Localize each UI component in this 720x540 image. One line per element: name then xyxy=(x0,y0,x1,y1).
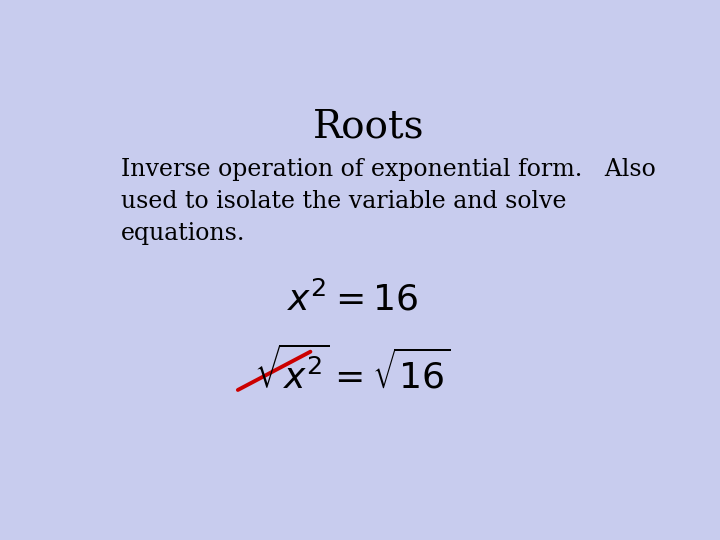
Text: $x^{2} = 16$: $x^{2} = 16$ xyxy=(287,282,418,318)
Text: Roots: Roots xyxy=(313,109,425,145)
Text: $\sqrt{x^{2}} = \sqrt{16}$: $\sqrt{x^{2}} = \sqrt{16}$ xyxy=(253,346,451,395)
Text: Inverse operation of exponential form.   Also
used to isolate the variable and s: Inverse operation of exponential form. A… xyxy=(121,158,655,245)
